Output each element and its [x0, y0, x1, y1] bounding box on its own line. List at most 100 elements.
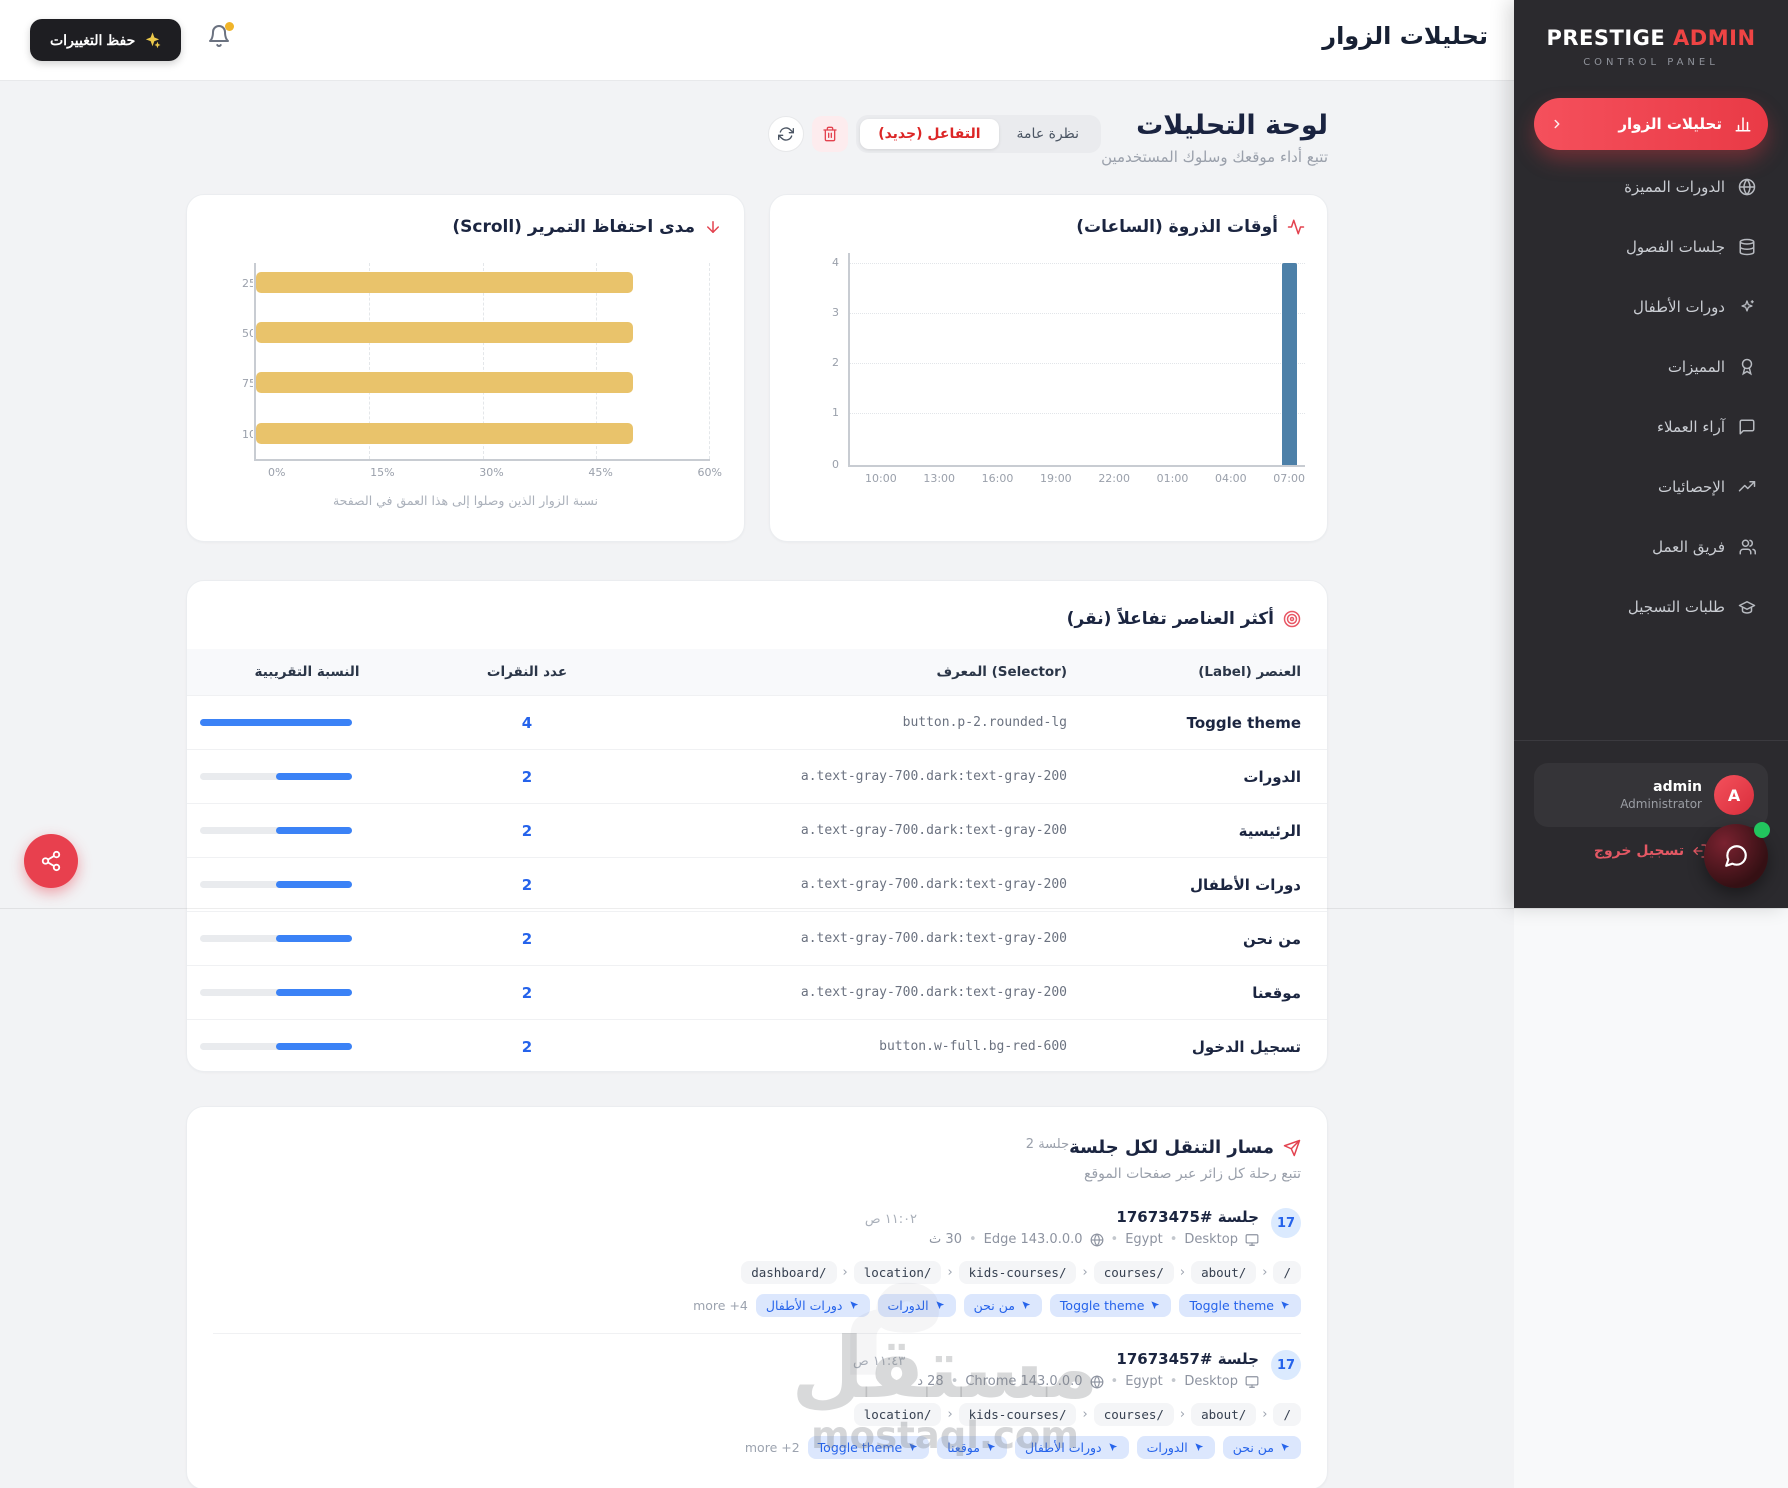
path-step[interactable]: /: [1273, 1403, 1301, 1426]
sidebar-item-statistics[interactable]: الإحصائيات: [1534, 464, 1768, 510]
path-step[interactable]: about/: [1191, 1403, 1257, 1426]
mouse-pointer-icon: [909, 1443, 918, 1452]
delete-button[interactable]: [812, 116, 849, 152]
peak-hours-chart-card: أوقات الذروة (الساعات) 4 3 2 1 0 10:00: [769, 194, 1328, 542]
x-tick: 13:00: [923, 472, 956, 485]
hours-x-axis: 10:00 13:00 16:00 19:00 22:00 01:00 04:0…: [865, 472, 1305, 485]
path-step[interactable]: courses/: [1093, 1261, 1174, 1284]
session-id: جلسة #17673457: [1116, 1350, 1259, 1368]
refresh-icon: [778, 127, 795, 141]
session-clicks: Toggle theme Toggle theme من نحن الدورات…: [213, 1294, 1301, 1317]
globe-icon: [1738, 178, 1756, 196]
chevron-separator: ›: [1262, 1407, 1268, 1422]
sidebar-item-label: المميزات: [1667, 358, 1725, 376]
percent-bar: [200, 827, 352, 834]
chevron-separator: ›: [1082, 1265, 1088, 1280]
row-label: Toggle theme: [1186, 713, 1301, 732]
row-selector: a.text-gray-700.dark:text-gray-200: [800, 877, 1067, 892]
tab-interaction[interactable]: التفاعل (جديد): [860, 119, 999, 149]
click-chip[interactable]: Toggle theme: [1179, 1294, 1301, 1317]
x-tick: 45%: [588, 466, 613, 479]
sidebar-item-label: فريق العمل: [1652, 538, 1725, 556]
table-row[interactable]: Toggle theme button.p-2.rounded-lg 4: [187, 695, 1327, 749]
peak-hours-plot: 4 3 2 1 0: [832, 253, 1305, 471]
more-clicks-label[interactable]: 4+ more: [693, 1298, 748, 1313]
session-device: Desktop: [1184, 1232, 1238, 1247]
percent-bar: [200, 1043, 352, 1050]
share-icon: [41, 850, 61, 872]
user-profile-card[interactable]: A admin Administrator: [1534, 763, 1768, 827]
percent-bar: [200, 773, 352, 780]
chat-fab-button[interactable]: [1704, 822, 1770, 888]
scroll-bar-75: [256, 372, 633, 393]
globe-icon: [1090, 1232, 1104, 1247]
target-icon: [1283, 610, 1301, 628]
percent-bar: [200, 935, 352, 942]
scroll-retention-chart-card: مدى احتفاظ التمرير (Scroll) 25% 50% 75% …: [186, 194, 745, 542]
graduation-cap-icon: [1738, 598, 1756, 616]
click-chip[interactable]: دورات الأطفال: [755, 1294, 870, 1317]
y-tick: 0: [832, 458, 839, 471]
table-row[interactable]: دورات الأطفال a.text-gray-700.dark:text-…: [187, 857, 1327, 911]
more-clicks-label[interactable]: 2+ more: [744, 1440, 800, 1455]
path-step[interactable]: /: [1273, 1261, 1301, 1284]
trending-up-icon: [1738, 478, 1756, 496]
row-clicks: 2: [521, 1037, 533, 1056]
click-chip[interactable]: دورات الأطفال: [1014, 1436, 1129, 1459]
sidebar-item-features[interactable]: المميزات: [1534, 344, 1768, 390]
row-selector: a.text-gray-700.dark:text-gray-200: [800, 931, 1067, 946]
path-step[interactable]: courses/: [1093, 1403, 1174, 1426]
path-step[interactable]: kids-courses/: [958, 1403, 1077, 1426]
chevron-separator: ›: [1082, 1407, 1088, 1422]
click-chip[interactable]: Toggle theme: [1049, 1294, 1172, 1317]
row-selector: a.text-gray-700.dark:text-gray-200: [800, 823, 1067, 838]
session-badge: 17: [1271, 1208, 1301, 1238]
click-chip[interactable]: موقعنا: [937, 1436, 1007, 1459]
click-chip[interactable]: الدورات: [877, 1294, 956, 1317]
click-chip[interactable]: الدورات: [1136, 1436, 1215, 1459]
sidebar-item-team[interactable]: فريق العمل: [1534, 524, 1768, 570]
click-chip[interactable]: من نحن: [1222, 1436, 1301, 1459]
session-browser: Chrome 143.0.0.0: [965, 1374, 1083, 1389]
path-step[interactable]: about/: [1191, 1261, 1257, 1284]
sidebar-item-featured-courses[interactable]: الدورات المميزة: [1534, 164, 1768, 210]
refresh-button[interactable]: [768, 116, 805, 152]
session-browser: Edge 143.0.0.0: [983, 1232, 1083, 1247]
sidebar-item-registration-requests[interactable]: طلبات التسجيل: [1534, 584, 1768, 630]
path-step[interactable]: location/: [853, 1261, 942, 1284]
table-row[interactable]: موقعنا a.text-gray-700.dark:text-gray-20…: [187, 965, 1327, 1019]
save-changes-button[interactable]: حفظ التغييرات: [30, 19, 182, 61]
trash-icon: [823, 126, 837, 142]
table-row[interactable]: تسجيل الدخول button.w-full.bg-red-600 2: [187, 1019, 1327, 1071]
sidebar-item-class-sessions[interactable]: جلسات الفصول: [1534, 224, 1768, 270]
row-selector: button.w-full.bg-red-600: [879, 1039, 1067, 1054]
main-area: لوحة التحليلات تتبع أداء موقعك وسلوك الم…: [0, 80, 1514, 1488]
percent-bar: [200, 989, 352, 996]
scroll-bar-25: [256, 272, 633, 293]
mouse-pointer-icon: [1195, 1443, 1203, 1452]
session-device: Desktop: [1184, 1374, 1238, 1389]
click-chip[interactable]: من نحن: [963, 1294, 1042, 1317]
award-icon: [1738, 358, 1756, 376]
row-clicks: 2: [521, 929, 533, 948]
sidebar-item-visitor-analytics[interactable]: تحليلات الزوار: [1534, 98, 1768, 150]
table-row[interactable]: الدورات a.text-gray-700.dark:text-gray-2…: [187, 749, 1327, 803]
path-step[interactable]: dashboard/: [741, 1261, 837, 1284]
row-label: دورات الأطفال: [1190, 875, 1301, 894]
tab-overview[interactable]: نظرة عامة: [1016, 126, 1080, 142]
path-step[interactable]: location/: [853, 1403, 942, 1426]
path-step[interactable]: kids-courses/: [958, 1261, 1077, 1284]
sidebar-item-kids-courses[interactable]: دورات الأطفال: [1534, 284, 1768, 330]
notifications-bell[interactable]: [207, 22, 234, 54]
table-row[interactable]: الرئيسية a.text-gray-700.dark:text-gray-…: [187, 803, 1327, 857]
sidebar-item-label: الإحصائيات: [1658, 478, 1725, 496]
y-label: 50%: [242, 327, 253, 340]
session-country: Egypt: [1125, 1232, 1163, 1247]
session-badge: 17: [1271, 1350, 1301, 1380]
brand-accent: ADMIN: [1673, 26, 1756, 50]
share-fab-button[interactable]: [24, 834, 78, 888]
sidebar-item-testimonials[interactable]: آراء العملاء: [1534, 404, 1768, 450]
click-chip[interactable]: Toggle theme: [807, 1436, 930, 1459]
activity-icon: [1287, 218, 1305, 236]
table-row[interactable]: من نحن a.text-gray-700.dark:text-gray-20…: [187, 911, 1327, 965]
